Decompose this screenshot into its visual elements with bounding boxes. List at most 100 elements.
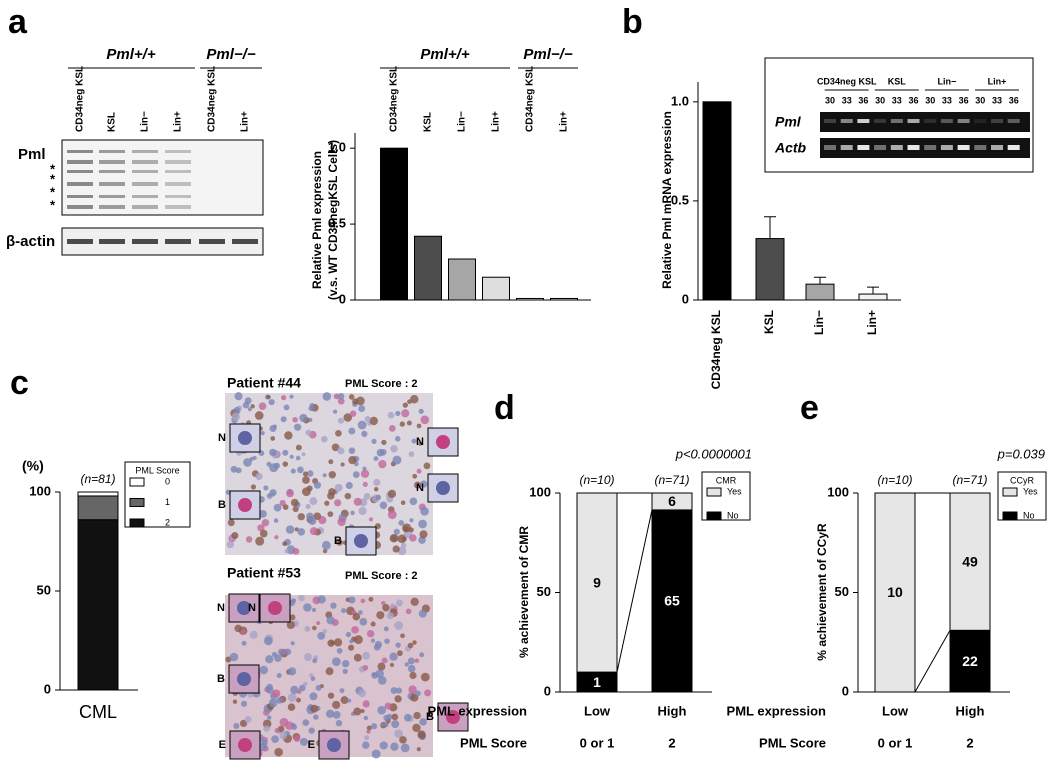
cell [330,602,337,609]
cell [302,681,308,687]
y-axis-label: % achievement of CCyR [815,523,829,661]
blot-band [132,160,158,164]
bar-segment [77,519,119,691]
cell [282,461,289,467]
cell [337,447,345,455]
gel-band [957,145,970,150]
cell [387,489,397,498]
cell [416,468,422,474]
cell [360,598,366,604]
blot-band [165,182,191,186]
cell [405,608,412,615]
asterisk: * [50,161,56,176]
inset-cell [238,431,252,445]
cell [412,640,417,645]
y-tick-label: 50 [537,584,551,599]
cell [424,689,432,697]
cell [357,420,367,430]
cell [409,534,417,542]
cell [370,638,375,643]
cell [395,642,401,648]
cell [327,511,334,518]
legend-swatch [129,498,145,507]
cell [362,466,367,471]
row-title: PML Score [460,735,527,750]
cell [315,684,322,691]
cell [336,648,343,654]
cell [309,527,318,536]
cell [353,653,362,662]
cell [302,471,309,477]
y-tick-label: 0 [339,291,346,306]
cell [239,719,248,728]
n-annotation: (n=10) [877,473,912,487]
cell [412,473,418,479]
cell [407,657,415,665]
cell [343,413,353,422]
bar-segment [77,495,119,521]
cell [240,629,246,635]
cell [352,612,361,621]
cell [289,614,296,621]
cell [312,658,318,664]
cell [409,671,417,680]
cell [263,485,269,491]
cell [295,455,301,461]
cell [297,513,305,521]
cell [277,648,285,656]
cell [414,658,420,663]
bar-segment [651,509,693,693]
gel-band [824,145,836,150]
cell [366,629,375,638]
cell [305,503,311,510]
cell [229,652,239,662]
inset-cell [436,481,450,495]
cell [249,630,258,639]
cell [268,398,275,406]
image-marker: B [426,711,434,723]
blot-band [199,239,225,244]
row-title: PML expression [727,703,827,718]
inset-cell [268,601,282,615]
x-tick-label: Low [882,703,909,718]
cell [324,500,330,506]
cell [272,689,281,698]
cell [304,653,312,662]
y-tick-label: 100 [827,484,849,499]
cell [299,413,308,423]
panel-letter: c [10,364,29,402]
x-tick-label: High [956,703,985,718]
cell [395,687,403,694]
cell [294,423,302,431]
legend-swatch [129,477,145,487]
cell [412,723,421,733]
y-tick-label: 0 [544,683,551,698]
legend-label: No [1023,510,1035,520]
cell [255,472,263,481]
cell [362,664,369,671]
cell [363,715,369,721]
cell [280,416,287,423]
gel-band [957,119,970,123]
cell [258,402,267,411]
cell [384,722,389,727]
cell [310,676,316,681]
y-tick-label: 0 [44,681,51,696]
cell [313,481,322,489]
cell [340,462,345,467]
cell [386,612,394,620]
cell [310,704,319,713]
gel-cycle: 30 [825,95,835,105]
score-label: 2 [668,735,675,750]
y-axis-label: Relative Pml mRNA expression [660,111,674,289]
cell [409,518,414,523]
asterisk: * [50,171,56,186]
cell [287,693,297,702]
gel-row [820,112,1030,132]
p-value: p<0.0000001 [675,446,752,461]
cell [381,657,388,664]
y-tick-label: 100 [29,483,51,498]
cell [420,507,429,516]
y-tick-label: 0.5 [671,192,689,207]
